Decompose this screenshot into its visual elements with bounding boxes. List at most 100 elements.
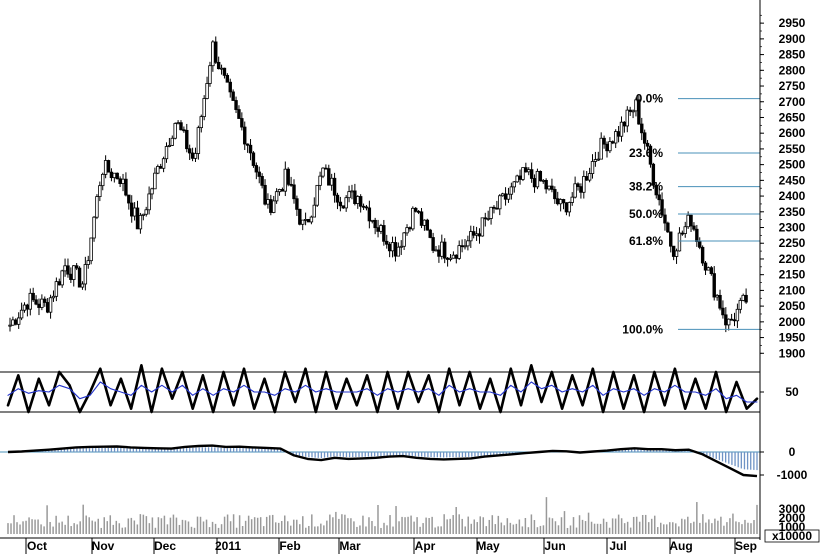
candle-body [199, 116, 203, 129]
volume-tick-label: 1000 [779, 520, 806, 534]
candle-body [677, 232, 682, 252]
month-label: Aug [669, 539, 692, 553]
candle-body [295, 198, 299, 210]
candle-body [593, 159, 598, 162]
candle-body [214, 41, 218, 63]
month-label: Feb [279, 539, 300, 553]
candle-body [306, 219, 311, 223]
candle-body [132, 207, 137, 217]
candle-body [205, 83, 209, 99]
candle-body [506, 193, 511, 200]
candle-body [703, 262, 708, 271]
candle-body [121, 178, 125, 184]
candle-body [590, 161, 595, 174]
candle-body [628, 109, 632, 112]
candle-body [460, 245, 464, 248]
candle-body [216, 61, 221, 70]
candle-body [193, 153, 198, 159]
candle-body [225, 74, 230, 83]
candle-body [451, 254, 456, 259]
candle-body [582, 176, 586, 193]
candle-body [327, 168, 331, 186]
y-tick-label: 2200 [779, 252, 806, 266]
candle-body [585, 176, 589, 181]
month-label: Jul [609, 539, 626, 553]
candle-body [547, 185, 551, 190]
candle-body [147, 193, 151, 211]
candle-body [92, 216, 96, 239]
candle-body [103, 160, 108, 175]
y-tick-label: 2800 [779, 63, 806, 77]
fib-label: 0.0% [636, 92, 664, 106]
macd-tick-label: -1000 [777, 468, 808, 482]
y-tick-label: 2900 [779, 32, 806, 46]
candle-body [428, 229, 432, 238]
candle-body [434, 249, 438, 252]
candle-body [356, 196, 360, 204]
candle-body [489, 206, 493, 219]
candle-body [245, 143, 250, 146]
candle-body [118, 178, 122, 184]
candle-body [335, 194, 340, 203]
fib-label: 100.0% [622, 322, 663, 336]
candle-body [706, 267, 711, 271]
candle-body [611, 141, 615, 144]
candle-body [535, 170, 540, 188]
y-tick-label: 1950 [779, 331, 806, 345]
macd-tick-label: 0 [789, 445, 796, 459]
candle-body [135, 207, 140, 230]
candle-body [341, 205, 345, 209]
fib-label: 23.6% [629, 146, 663, 160]
candle-body [211, 41, 215, 67]
candle-body [422, 219, 427, 226]
candle-body [106, 160, 111, 173]
candle-body [469, 231, 473, 242]
price-panel: 0.0% 23.6% 38.2% 50.0% 61.8% 100.0% [8, 36, 760, 336]
candle-body [744, 294, 748, 303]
candle-body [187, 148, 192, 154]
candle-body [112, 172, 117, 179]
candle-body [266, 199, 270, 205]
candle-body [550, 185, 554, 190]
candle-body [234, 100, 238, 110]
candle-body [367, 207, 372, 222]
candle-body [37, 303, 41, 308]
candle-body [480, 217, 485, 237]
stochastic-panel: 50 [0, 364, 799, 414]
candle-body [324, 167, 328, 170]
candle-body [298, 208, 302, 225]
candle-body [471, 231, 476, 236]
candle-body [486, 218, 490, 220]
candle-body [289, 183, 293, 186]
candle-body [544, 180, 548, 190]
candle-body [48, 297, 53, 313]
candle-body [573, 183, 577, 198]
candle-body [8, 324, 12, 327]
candle-body [376, 227, 380, 232]
candle-body [657, 194, 661, 201]
candle-body [251, 152, 256, 166]
candle-body [405, 227, 409, 234]
y-tick-label: 2500 [779, 158, 806, 172]
candle-body [674, 250, 679, 257]
candle-body [22, 304, 27, 311]
candle-body [14, 319, 18, 325]
candle-body [301, 219, 305, 225]
y-tick-label: 2400 [779, 189, 806, 203]
y-tick-label: 2250 [779, 236, 806, 250]
candle-body [396, 246, 401, 257]
candle-body [411, 207, 415, 230]
candle-body [28, 292, 32, 310]
candle-body [732, 319, 737, 322]
candle-body [43, 298, 47, 303]
candle-body [698, 241, 702, 248]
y-tick-label: 2600 [779, 126, 806, 140]
candle-body [263, 184, 267, 205]
candle-body [738, 300, 743, 310]
candle-body [570, 196, 574, 203]
candle-body [228, 81, 232, 93]
candle-body [161, 158, 166, 169]
candle-body [553, 189, 557, 200]
candle-body [608, 141, 612, 152]
